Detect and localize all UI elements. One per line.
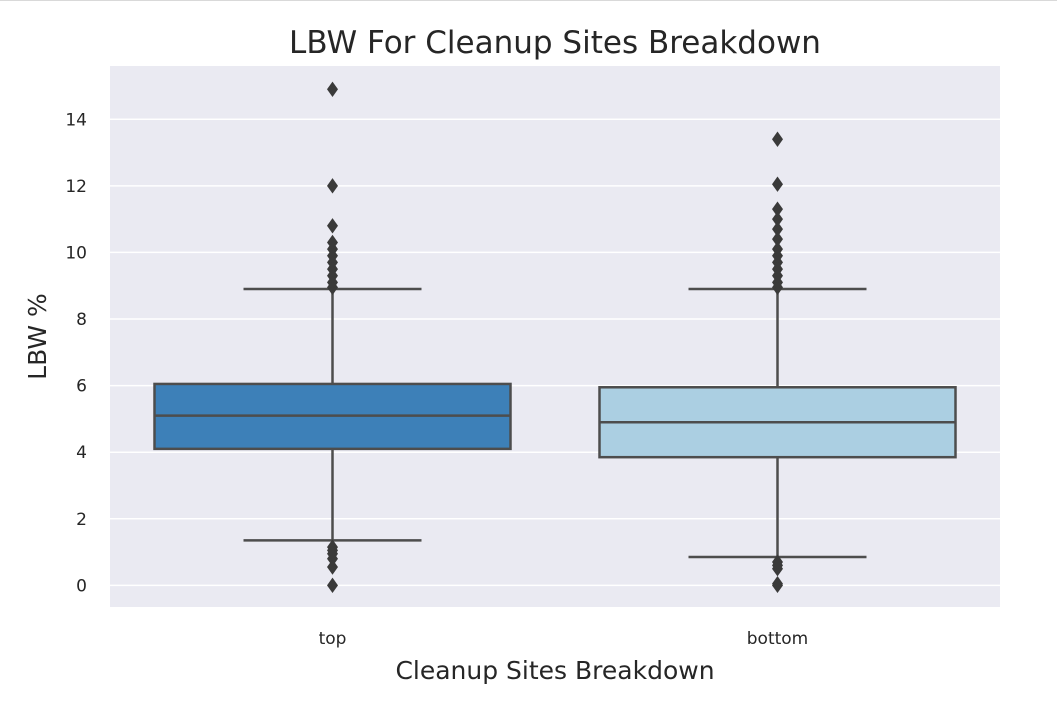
outlier-point [772,241,783,257]
x-axis-label: Cleanup Sites Breakdown [395,656,714,685]
outlier-point [772,575,783,592]
y-tick-label: 8 [76,310,87,330]
y-tick-label: 0 [76,576,87,596]
y-tick-label: 12 [65,177,87,197]
x-axis-ticks: top bottom [319,629,809,649]
outlier-point [327,234,338,251]
outlier-point [327,559,338,575]
y-tick-label: 14 [65,110,87,130]
outlier-point [327,539,338,555]
outlier-point [327,577,338,594]
boxes [153,81,957,594]
outlier-point [327,178,338,194]
outlier-point [772,131,783,147]
outlier-point [772,554,783,570]
y-tick-label: 10 [65,243,87,263]
x-tick-label: bottom [747,629,808,649]
plot-area-background [110,66,1000,607]
y-tick-label: 4 [76,443,87,463]
y-tick-label: 2 [76,510,87,530]
y-tick-label: 6 [76,377,87,397]
outlier-point [327,218,338,234]
top-divider [0,0,1057,1]
y-axis-label: LBW % [23,293,52,380]
chart-title: LBW For Cleanup Sites Breakdown [289,25,821,61]
outlier-point [772,201,783,217]
outlier-point [772,231,783,247]
outlier-point [772,176,783,192]
x-tick-label: top [319,629,347,649]
outlier-point [772,211,783,227]
y-axis-ticks: 0 2 4 6 8 10 12 14 [65,110,87,596]
outlier-point [772,221,783,237]
box-group-bottom [598,131,957,594]
box-group-top [153,81,512,594]
outlier-point [327,81,338,98]
